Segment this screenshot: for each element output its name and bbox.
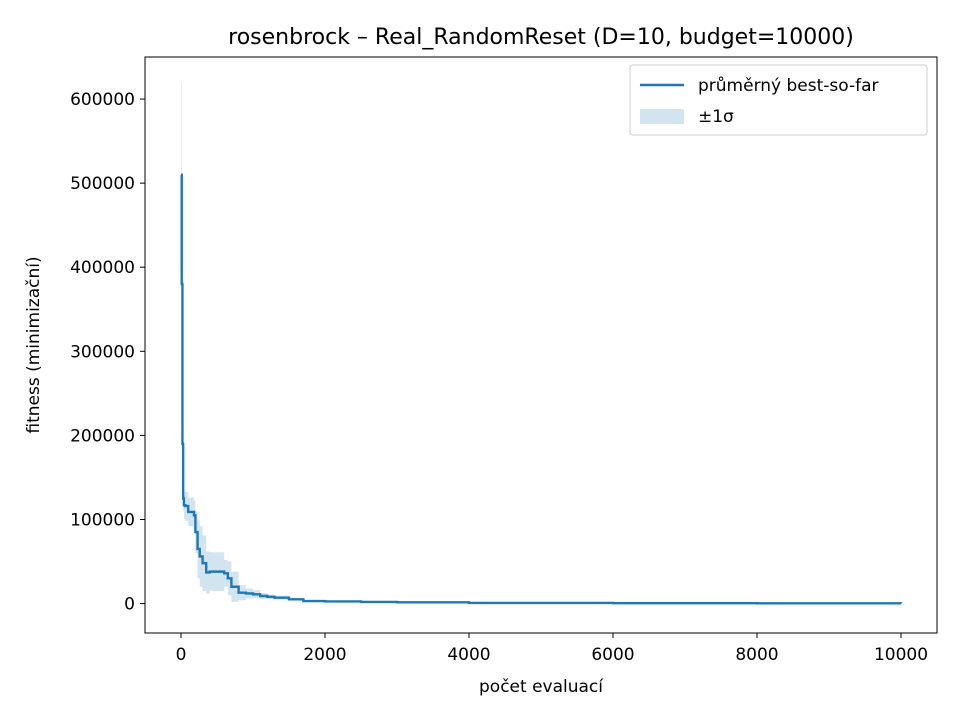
y-axis-ticks: 0 100000 200000 300000 400000 500000 600000 xyxy=(70,90,145,615)
chart-title: rosenbrock – Real_RandomReset (D=10, bud… xyxy=(228,25,854,50)
x-tick-label: 8000 xyxy=(735,645,778,665)
x-tick-label: 10000 xyxy=(874,645,928,665)
mean-best-so-far-line xyxy=(180,173,903,605)
y-tick-label: 200000 xyxy=(70,426,135,446)
y-axis-label: fitness (minimizační) xyxy=(24,256,44,433)
legend: průměrný best-so-far ±1σ xyxy=(629,64,928,136)
legend-label-mean: průměrný best-so-far xyxy=(698,76,879,96)
x-axis-label: počet evaluací xyxy=(479,677,604,697)
y-tick-label: 100000 xyxy=(70,510,135,530)
x-tick-label: 0 xyxy=(176,645,187,665)
axes-frame xyxy=(144,56,938,634)
x-tick-label: 4000 xyxy=(447,645,490,665)
y-tick-label: 500000 xyxy=(70,174,135,194)
y-tick-label: 300000 xyxy=(70,342,135,362)
y-tick-label: 400000 xyxy=(70,258,135,278)
x-tick-label: 2000 xyxy=(303,645,346,665)
plot-area xyxy=(180,82,903,605)
legend-label-sigma: ±1σ xyxy=(698,107,734,127)
y-tick-label: 0 xyxy=(124,595,135,615)
y-tick-label: 600000 xyxy=(70,90,135,110)
legend-box xyxy=(629,64,928,136)
legend-band-swatch xyxy=(640,109,684,124)
x-axis-ticks: 0 2000 4000 6000 8000 10000 xyxy=(176,633,928,665)
x-tick-label: 6000 xyxy=(591,645,634,665)
